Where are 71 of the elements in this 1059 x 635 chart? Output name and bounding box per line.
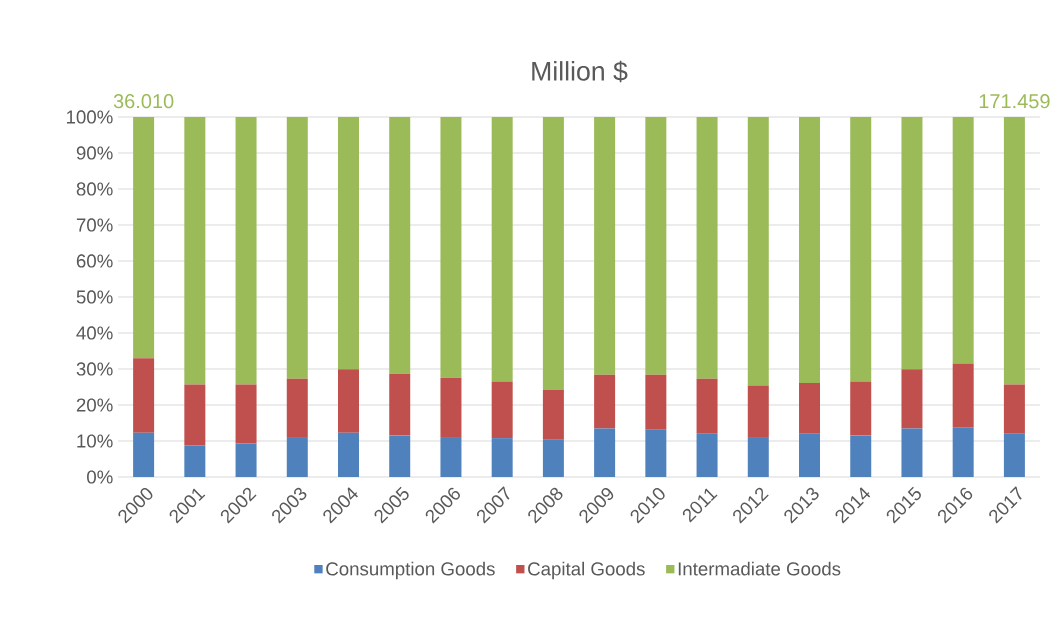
y-tick-label: 10% bbox=[77, 434, 113, 448]
bar bbox=[235, 384, 257, 444]
y-tick-label: 70% bbox=[76, 218, 113, 232]
bar bbox=[389, 435, 411, 477]
y-tick-label: 60% bbox=[76, 254, 113, 268]
bar bbox=[338, 116, 359, 370]
bar bbox=[184, 445, 206, 477]
bar bbox=[491, 381, 513, 439]
bar bbox=[286, 116, 308, 379]
bar bbox=[952, 363, 974, 428]
bar bbox=[594, 116, 616, 375]
bar bbox=[184, 384, 206, 446]
bar bbox=[235, 116, 257, 385]
legend-label: Consumption Goods bbox=[326, 561, 495, 580]
y-tick-label: 80% bbox=[76, 182, 113, 196]
bar bbox=[952, 116, 974, 364]
y-tick-label: 100% bbox=[66, 110, 113, 124]
bar bbox=[1003, 433, 1025, 477]
chart-title: Million $ bbox=[532, 60, 628, 83]
bar bbox=[645, 374, 667, 430]
bar bbox=[338, 369, 359, 433]
bar bbox=[184, 116, 206, 385]
bar bbox=[850, 116, 872, 382]
bar bbox=[1003, 116, 1025, 385]
y-tick-label: 50% bbox=[76, 290, 113, 304]
bar bbox=[901, 428, 923, 477]
y-tick-label: 90% bbox=[76, 146, 113, 160]
bar bbox=[952, 427, 974, 477]
y-tick-label: 30% bbox=[76, 362, 113, 376]
bar bbox=[235, 443, 257, 477]
bar bbox=[491, 116, 513, 382]
bar bbox=[389, 116, 411, 374]
bar bbox=[799, 433, 821, 477]
y-tick-label: 40% bbox=[76, 326, 113, 340]
bar bbox=[799, 383, 821, 434]
bar bbox=[901, 369, 923, 429]
y-tick-label: 20% bbox=[76, 398, 113, 412]
bar bbox=[747, 385, 769, 438]
bar bbox=[542, 439, 564, 477]
bar bbox=[440, 377, 462, 438]
bar bbox=[542, 116, 564, 390]
bar bbox=[440, 437, 462, 477]
bar bbox=[645, 429, 667, 477]
bar bbox=[286, 437, 308, 477]
bar bbox=[1003, 384, 1025, 434]
bar bbox=[696, 378, 718, 434]
legend-label: Intermadiate Goods bbox=[678, 561, 841, 576]
bar bbox=[133, 116, 155, 359]
y-tick-label: 0% bbox=[87, 470, 113, 484]
bar bbox=[799, 116, 821, 384]
bar bbox=[594, 428, 616, 477]
bar bbox=[696, 433, 718, 477]
bar bbox=[747, 437, 769, 477]
bar bbox=[850, 435, 872, 477]
bar bbox=[850, 381, 872, 436]
annotation: 36.010 bbox=[113, 94, 174, 109]
bar bbox=[901, 116, 923, 370]
bar bbox=[133, 358, 155, 433]
annotation: 171.459 bbox=[979, 94, 1050, 109]
bar bbox=[747, 116, 769, 386]
bar bbox=[440, 116, 462, 378]
bar bbox=[542, 389, 564, 440]
legend-label: Capital Goods bbox=[528, 561, 645, 580]
bar bbox=[594, 374, 616, 429]
bar bbox=[133, 432, 155, 477]
bar bbox=[286, 378, 308, 438]
bar bbox=[338, 432, 359, 477]
bar bbox=[389, 373, 411, 436]
bar bbox=[491, 438, 513, 477]
bar bbox=[645, 116, 667, 375]
bar bbox=[696, 116, 718, 379]
